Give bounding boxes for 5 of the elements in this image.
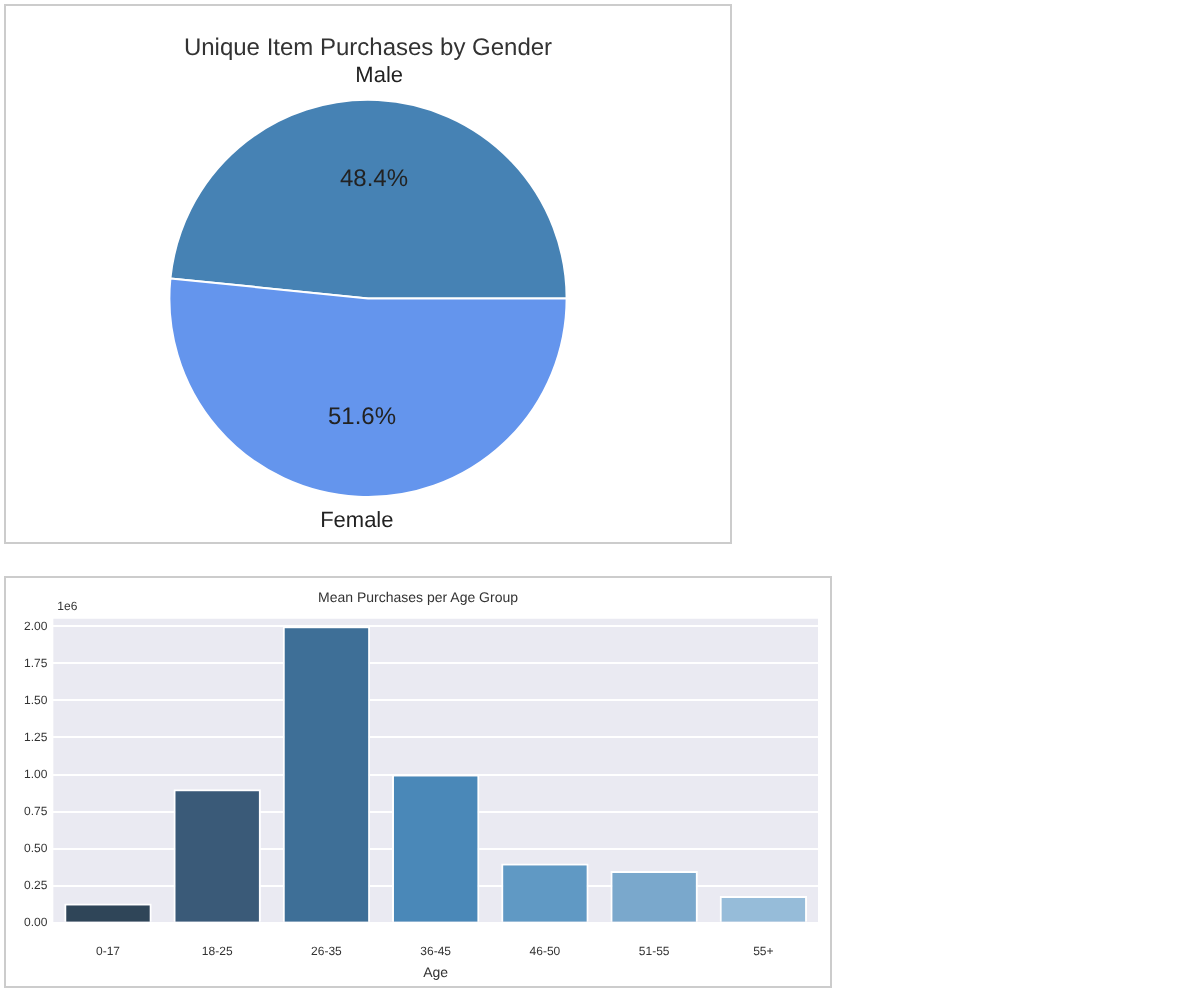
slice-label: Female bbox=[320, 508, 394, 533]
data-label: 48.4% bbox=[339, 164, 409, 193]
slice-label: Male bbox=[355, 64, 404, 89]
chart-title: Unique Item Purchases by Gender bbox=[183, 33, 553, 62]
data-label: 51.6% bbox=[327, 402, 397, 431]
